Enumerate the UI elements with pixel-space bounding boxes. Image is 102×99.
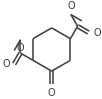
Text: O: O	[2, 59, 10, 69]
Text: O: O	[48, 88, 55, 98]
Text: O: O	[93, 28, 101, 38]
Text: O: O	[67, 1, 75, 11]
Text: O: O	[17, 43, 24, 53]
